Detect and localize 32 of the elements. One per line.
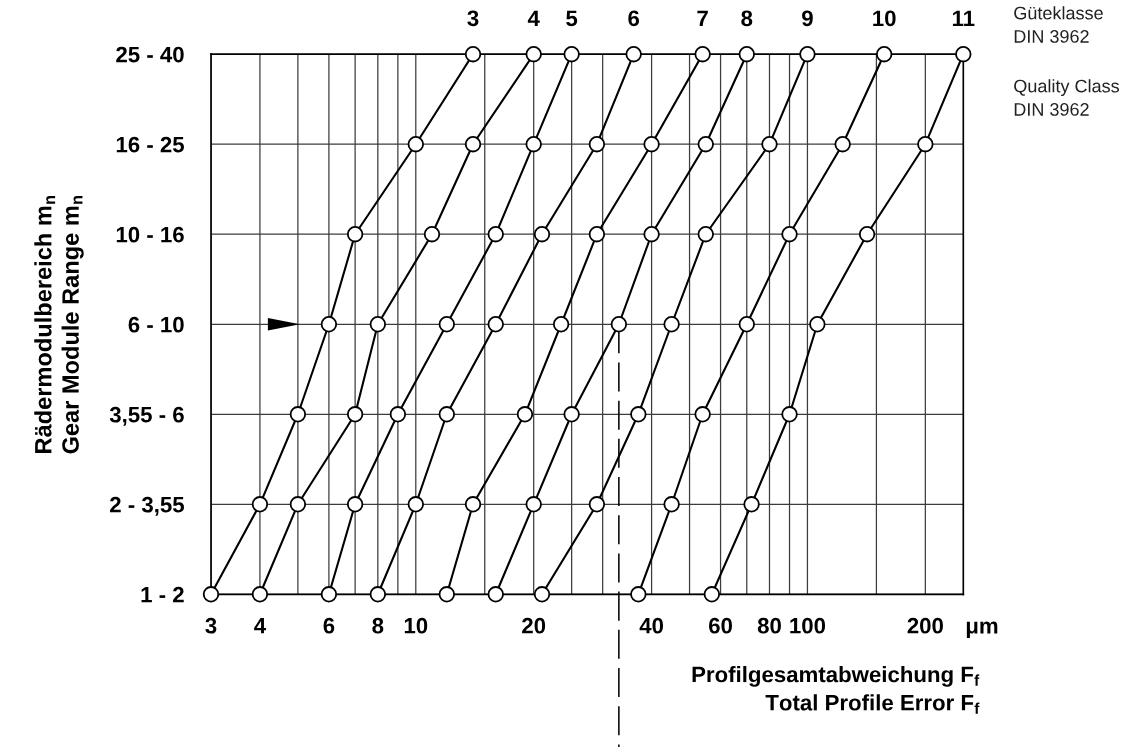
series-label: 4 — [527, 10, 540, 26]
x-tick-label: 4 — [254, 618, 266, 634]
text: μm — [966, 621, 998, 638]
text: Quality Class DIN 3962 — [1014, 79, 1120, 116]
x-tick-label: 10 — [404, 617, 428, 634]
x-tick-label: 8 — [372, 617, 384, 634]
x-tick-label: 60 — [709, 617, 733, 634]
x-tick-label: 6 — [323, 617, 335, 634]
series-label: 8 — [741, 10, 753, 27]
x-tick-label: 100 — [790, 617, 826, 634]
y-tick-label: 16 - 25 — [116, 136, 184, 153]
series-label: 6 — [628, 10, 640, 27]
x-tick-label: 20 — [522, 617, 546, 634]
y-axis-title: Rädermodulbereich m$_{n}$ Gear Module Range m$_{n}$ — [34, 195, 84, 454]
text: Güteklasse DIN 3962 — [1014, 6, 1103, 43]
series-label: 11 — [952, 10, 975, 26]
x-tick-label: 80 — [757, 617, 781, 634]
series-label: 10 — [873, 10, 896, 27]
y-tick-label: 3,55 - 6 — [109, 406, 184, 426]
series-label: 3 — [467, 10, 479, 27]
series-label: 5 — [566, 10, 578, 27]
x-axis-title: Profilgesamtabweichung F$_{f}$ Total Profile Error F$_{f}$ — [692, 666, 980, 714]
y-tick-label: 1 - 2 — [141, 586, 184, 603]
series-label: 7 — [697, 10, 708, 26]
x-tick-label: 200 — [907, 617, 943, 634]
y-tick-label: 6 - 10 — [128, 316, 184, 333]
x-tick-label: 3 — [205, 617, 217, 634]
series-label: 9 — [802, 10, 813, 27]
x-tick-label: 40 — [639, 617, 664, 634]
y-tick-label: 2 - 3,55 — [110, 496, 184, 516]
y-tick-label: 10 - 16 — [116, 226, 184, 243]
y-tick-label: 25 - 40 — [116, 46, 184, 63]
